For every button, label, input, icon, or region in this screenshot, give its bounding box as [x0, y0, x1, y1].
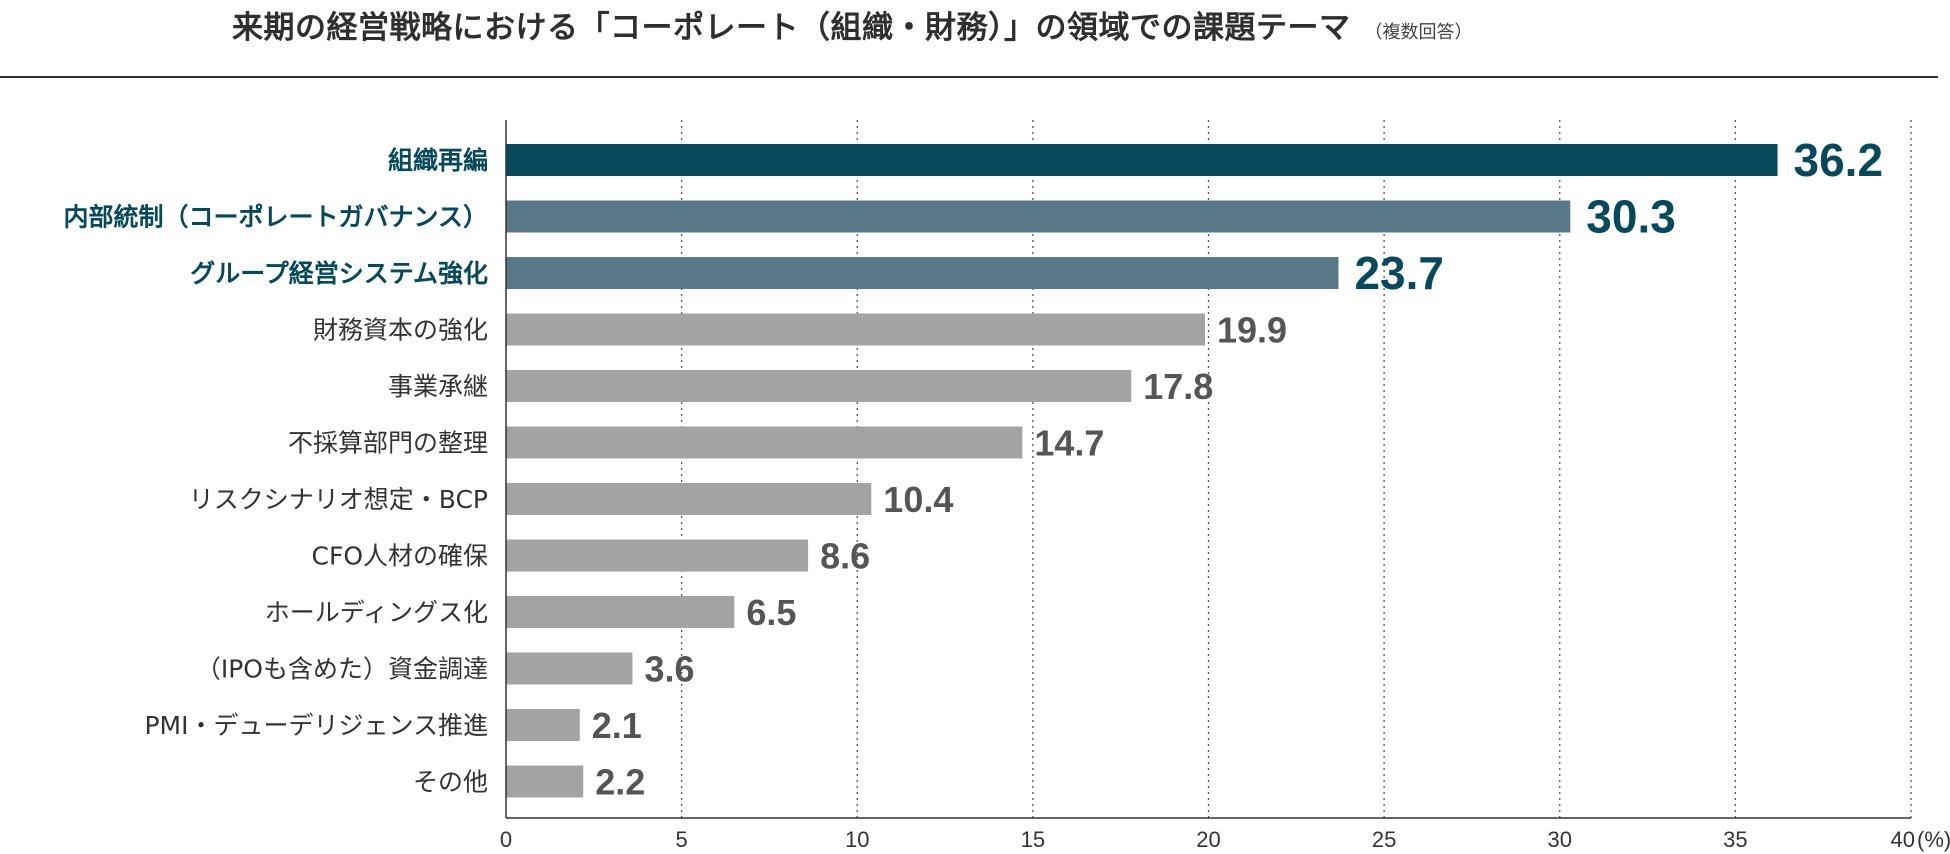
value-label: 17.8 [1143, 366, 1213, 407]
value-label: 3.6 [644, 649, 694, 690]
chart-header: 来期の経営戦略における「コーポレート（組織・財務）」の領域での課題テーマ （複数回… [0, 0, 1950, 78]
bar [506, 426, 1023, 459]
bar [506, 144, 1778, 176]
x-tick-label: 30 [1548, 827, 1572, 852]
x-axis-unit: (%) [1917, 827, 1950, 852]
x-tick-label: 35 [1723, 827, 1747, 852]
bar [506, 313, 1205, 346]
bar [506, 257, 1339, 289]
bar [506, 370, 1132, 402]
category-label: リスクシナリオ想定・BCP [189, 485, 488, 514]
value-label: 30.3 [1586, 191, 1676, 243]
x-tick-label: 10 [845, 827, 869, 852]
labels: 組織再編 36.2 内部統制（コーポレートガバナンス） 30.3 グループ経営システム強… [63, 134, 1950, 852]
chart-title: 来期の経営戦略における「コーポレート（組織・財務）」の領域での課題テーマ （複数回… [232, 2, 1473, 47]
grid-lines [680, 120, 1912, 818]
value-label: 8.6 [820, 536, 870, 577]
category-label: （IPOも含めた）資金調達 [196, 655, 488, 684]
value-label: 6.5 [746, 592, 796, 633]
bar [506, 765, 584, 798]
value-label: 14.7 [1034, 423, 1104, 464]
bar [506, 539, 809, 572]
value-label: 23.7 [1354, 247, 1444, 299]
category-label: 内部統制（コーポレートガバナンス） [63, 203, 488, 232]
category-label: CFO人材の確保 [311, 542, 488, 571]
bar [506, 709, 580, 741]
bar [506, 200, 1571, 233]
value-label: 2.2 [595, 762, 645, 803]
value-label: 2.1 [592, 705, 642, 746]
axes [505, 120, 1911, 819]
x-tick-label: 25 [1372, 827, 1396, 852]
category-label: ホールディングス化 [265, 598, 488, 627]
x-tick-label: 40 [1891, 827, 1915, 852]
value-label: 19.9 [1217, 310, 1287, 351]
chart-title-text: 来期の経営戦略における「コーポレート（組織・財務）」の領域での課題テーマ [232, 10, 1351, 46]
value-label: 36.2 [1794, 134, 1884, 186]
bar [506, 652, 633, 685]
bars [506, 144, 1778, 798]
title-divider [0, 76, 1938, 78]
category-label: 組織再編 [388, 146, 488, 175]
category-label: 事業承継 [388, 372, 488, 401]
bar [506, 483, 872, 515]
x-tick-label: 5 [676, 827, 688, 852]
bar [506, 596, 735, 628]
x-tick-label: 20 [1196, 827, 1220, 852]
chart-subtitle: （複数回答） [1364, 22, 1473, 43]
category-label: グループ経営システム強化 [190, 259, 488, 288]
category-label: 財務資本の強化 [313, 316, 488, 345]
x-tick-label: 0 [500, 827, 512, 852]
x-tick-label: 15 [1021, 827, 1045, 852]
category-label: PMI・デューデリジェンス推進 [144, 711, 488, 740]
category-label: その他 [413, 768, 488, 797]
category-label: 不採算部門の整理 [288, 429, 488, 458]
value-label: 10.4 [883, 479, 953, 520]
